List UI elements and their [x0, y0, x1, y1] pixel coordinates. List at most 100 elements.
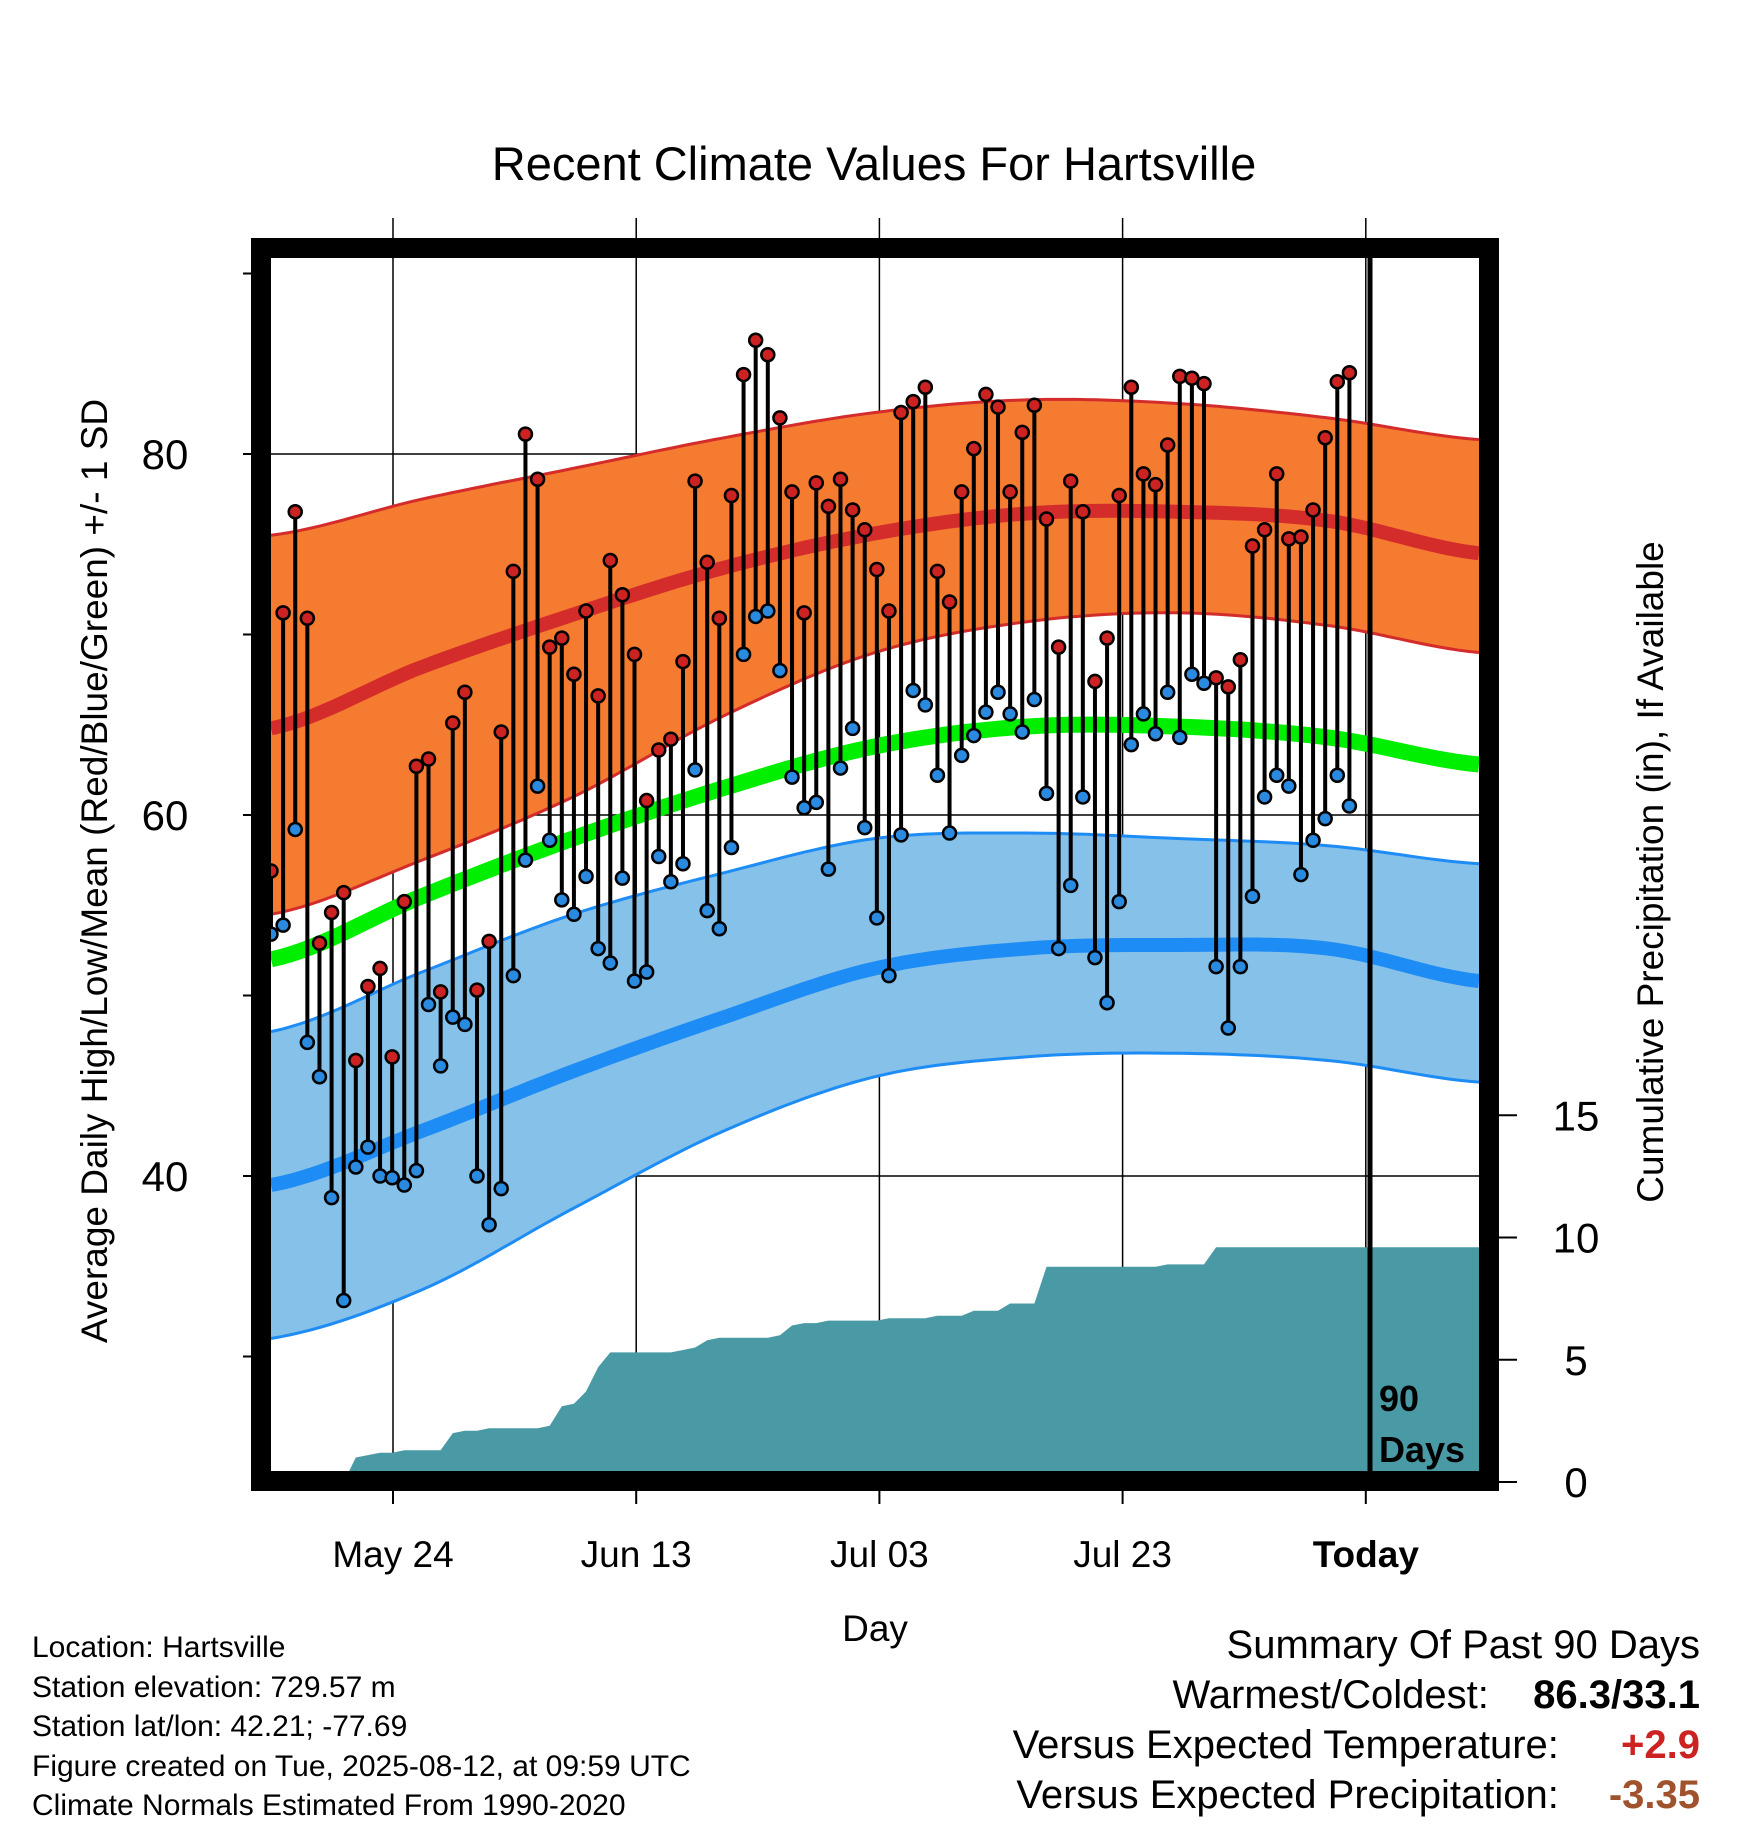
daily-high-point [348, 1052, 364, 1069]
precip-area [271, 1247, 1479, 1482]
daily-low-point [760, 603, 776, 619]
daily-low-point [832, 760, 849, 776]
latlon-text: Station lat/lon: 42.21; -77.69 [32, 1710, 408, 1743]
daily-high-point [663, 731, 679, 747]
warmest-label: Warmest/Coldest: [1172, 1673, 1489, 1717]
daily-low-point [1256, 789, 1273, 805]
temp-row: Versus Expected Temperature: +2.9 [1013, 1720, 1700, 1770]
daily-low-point [275, 917, 291, 933]
daily-low-point [1099, 994, 1115, 1011]
daily-high-point [1256, 522, 1273, 538]
daily-high-point [396, 893, 413, 910]
daily-high-point [1244, 538, 1261, 554]
y2-tick-label: 15 [1553, 1092, 1600, 1139]
daily-high-point [699, 554, 715, 571]
daily-low-point [747, 608, 764, 625]
daily-high-point [408, 758, 425, 775]
daily-high-point [602, 552, 619, 569]
chart-title: Recent Climate Values For Hartsville [492, 137, 1256, 190]
daily-low-point [626, 973, 643, 989]
daily-low-point [554, 892, 570, 908]
daily-high-point [869, 561, 885, 578]
daily-low-point [1038, 785, 1055, 802]
daily-high-point [323, 904, 340, 921]
daily-low-point [917, 697, 934, 713]
daily-high-point [1038, 511, 1055, 527]
daily-low-point [360, 1139, 376, 1155]
daily-high-point [1232, 652, 1249, 668]
daily-high-point [287, 504, 303, 520]
daily-high-point [578, 603, 594, 619]
daily-high-point [1268, 466, 1285, 482]
daily-low-point [990, 684, 1006, 701]
daily-low-point [457, 1016, 473, 1033]
daily-low-point [1062, 877, 1079, 894]
daily-high-point [335, 884, 352, 901]
x-tick-label: May 24 [332, 1534, 453, 1575]
daily-high-point [493, 724, 509, 740]
daily-low-point [311, 1068, 328, 1085]
daily-high-point [1147, 476, 1164, 493]
daily-high-point [675, 653, 691, 670]
daily-high-point [1293, 529, 1309, 545]
daily-high-point [711, 610, 728, 627]
daily-low-point [578, 868, 594, 885]
daily-high-point [1208, 670, 1224, 686]
temp-label: Versus Expected Temperature: [1012, 1723, 1559, 1767]
daily-low-point [1268, 767, 1285, 784]
daily-low-point [1329, 767, 1346, 784]
daily-low-point [699, 902, 715, 919]
daily-low-point [299, 1034, 316, 1051]
daily-low-point [1244, 888, 1261, 904]
daily-high-point [420, 751, 437, 767]
daily-high-point [941, 594, 958, 610]
daily-high-point [1220, 679, 1236, 695]
daily-high-point [626, 646, 643, 663]
x-tick-label: Jul 03 [830, 1534, 929, 1575]
warmest-value: 86.3/33.1 [1533, 1673, 1700, 1717]
daily-high-point [469, 982, 485, 998]
daily-high-point [1135, 466, 1152, 482]
daily-high-point [554, 630, 570, 646]
x-tick-label: Jun 13 [581, 1534, 692, 1575]
daily-high-point [360, 978, 376, 995]
daily-low-point [1172, 729, 1188, 746]
daily-low-point [1220, 1020, 1236, 1036]
daily-low-point [1147, 726, 1164, 742]
daily-low-point [1111, 893, 1127, 910]
daily-high-point [881, 603, 897, 619]
daily-low-point [687, 762, 703, 778]
daily-high-point [917, 379, 934, 395]
daily-low-point [1293, 866, 1309, 883]
daily-high-point [275, 605, 291, 621]
daily-low-point [929, 767, 946, 784]
daily-high-point [432, 984, 449, 1000]
normal-low-line [269, 937, 1480, 1192]
daily-low-point [1341, 798, 1358, 814]
daily-low-point [978, 704, 994, 720]
daily-high-point [1099, 630, 1115, 646]
daily-high-point [566, 666, 582, 682]
daily-high-point [372, 960, 388, 977]
daily-low-point [893, 827, 909, 843]
daily-high-point [481, 933, 497, 950]
low-lower-edge [270, 1051, 1480, 1340]
daily-high-point [929, 563, 946, 580]
daily-high-point [905, 393, 921, 410]
daily-low-point [420, 996, 437, 1013]
daily-high-point [1123, 379, 1140, 395]
daily-low-point [335, 1292, 352, 1309]
precip-label: Versus Expected Precipitation: [1016, 1773, 1559, 1817]
daily-low-point [1317, 810, 1333, 827]
today-marker-label-number: 90 [1379, 1378, 1419, 1419]
daily-low-point [348, 1159, 364, 1175]
daily-high-point [747, 332, 764, 349]
precip-value: -3.35 [1608, 1773, 1700, 1817]
daily-low-point [966, 727, 982, 744]
daily-low-point [820, 861, 837, 877]
daily-high-point [1172, 368, 1188, 385]
y-tick-label: 40 [142, 1153, 189, 1200]
daily-high-point [978, 386, 994, 403]
daily-high-point [966, 440, 982, 457]
daily-low-point [1232, 958, 1249, 975]
